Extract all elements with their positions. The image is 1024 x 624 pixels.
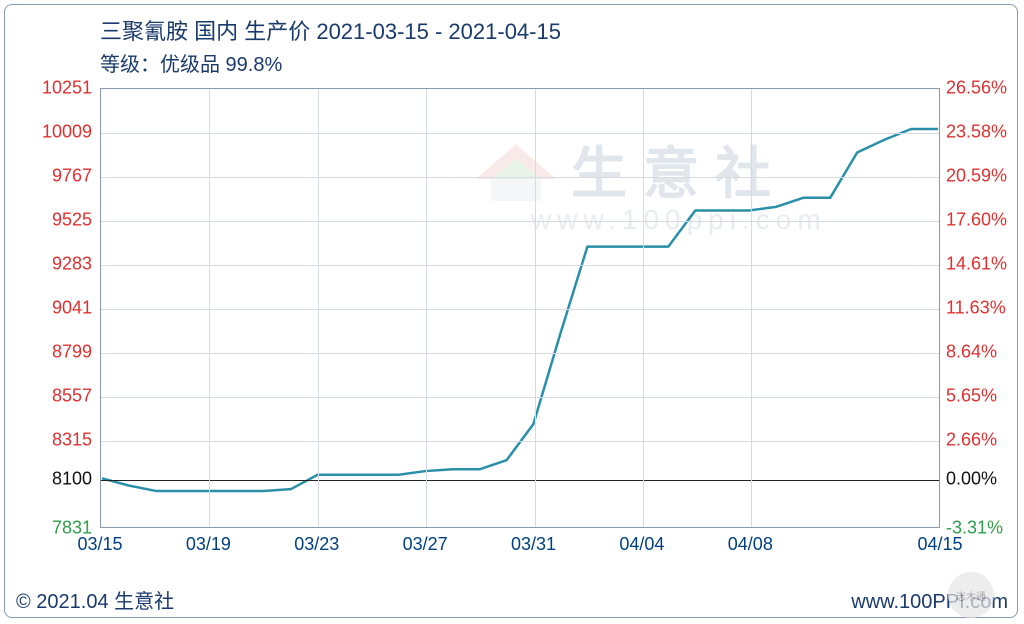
y-left-tick: 8100 <box>30 469 92 490</box>
x-tick: 03/19 <box>186 534 231 555</box>
chart-subtitle: 等级：优级品 99.8% <box>100 48 282 77</box>
y-right-tick: 0.00% <box>946 469 997 490</box>
hgrid-line <box>101 441 939 442</box>
x-tick: 03/27 <box>403 534 448 555</box>
vgrid-line <box>643 89 644 527</box>
y-left-tick: 8557 <box>30 386 92 407</box>
y-right-tick: 5.65% <box>946 386 997 407</box>
y-right-tick: 8.64% <box>946 342 997 363</box>
vgrid-line <box>318 89 319 527</box>
y-right-tick: 2.66% <box>946 430 997 451</box>
vgrid-line <box>535 89 536 527</box>
y-left-tick: 9041 <box>30 298 92 319</box>
hgrid-line <box>101 353 939 354</box>
y-right-tick: 23.58% <box>946 122 1007 143</box>
source-badge: 志木通 <box>948 572 994 618</box>
y-left-tick: 8315 <box>30 430 92 451</box>
y-left-tick: 9767 <box>30 166 92 187</box>
hgrid-line <box>101 133 939 134</box>
y-right-tick: 20.59% <box>946 166 1007 187</box>
hgrid-line <box>101 309 939 310</box>
footer-copyright: © 2021.04 生意社 <box>16 585 174 614</box>
hgrid-line <box>101 480 939 481</box>
y-right-tick: 17.60% <box>946 210 1007 231</box>
x-tick: 03/15 <box>77 534 122 555</box>
y-right-tick: 14.61% <box>946 254 1007 275</box>
hgrid-line <box>101 177 939 178</box>
y-left-tick: 8799 <box>30 342 92 363</box>
hgrid-line <box>101 397 939 398</box>
y-left-tick: 9525 <box>30 210 92 231</box>
plot-area: 生意社 www.100ppi.com <box>100 88 940 528</box>
chart-title: 三聚氰胺 国内 生产价 2021-03-15 - 2021-04-15 <box>100 14 561 46</box>
x-tick: 04/04 <box>619 534 664 555</box>
vgrid-line <box>426 89 427 527</box>
x-tick: 04/15 <box>917 534 962 555</box>
x-tick: 03/23 <box>294 534 339 555</box>
x-tick: 04/08 <box>728 534 773 555</box>
y-right-tick: 11.63% <box>946 298 1006 319</box>
vgrid-line <box>751 89 752 527</box>
x-tick: 03/31 <box>511 534 556 555</box>
y-left-tick: 10009 <box>30 122 92 143</box>
vgrid-line <box>209 89 210 527</box>
y-right-tick: 26.56% <box>946 78 1007 99</box>
hgrid-line <box>101 265 939 266</box>
y-left-tick: 9283 <box>30 254 92 275</box>
hgrid-line <box>101 221 939 222</box>
y-left-tick: 10251 <box>30 78 92 99</box>
line-plot <box>101 89 939 527</box>
